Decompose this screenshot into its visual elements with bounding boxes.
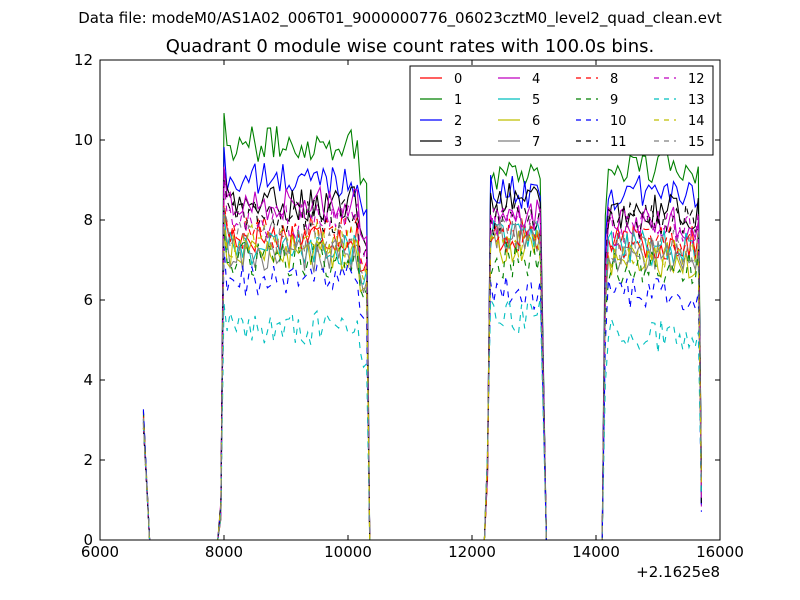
legend-label-5: 5 [532,93,540,108]
legend-label-2: 2 [454,114,462,129]
x-tick-label: 16000 [696,543,744,561]
series-line-1 [142,113,702,540]
series-lines [142,113,702,540]
legend-label-8: 8 [610,72,618,87]
legend-label-1: 1 [454,93,462,108]
y-tick-label: 0 [83,531,93,549]
series-line-12 [142,181,702,540]
y-tick-label: 12 [74,51,93,69]
y-tick-label: 4 [83,371,93,389]
x-tick-label: 14000 [572,543,620,561]
legend-label-6: 6 [532,114,540,129]
legend-label-11: 11 [610,135,627,150]
series-line-9 [142,228,702,540]
legend-label-9: 9 [610,93,618,108]
y-tick-label: 10 [74,131,93,149]
y-tick-label: 2 [83,451,93,469]
series-line-15 [142,207,702,540]
x-tick-label: 10000 [324,543,372,561]
x-tick-label: 8000 [205,543,243,561]
series-line-6 [142,226,702,540]
legend-label-13: 13 [688,93,705,108]
legend-label-4: 4 [532,72,540,87]
legend-label-12: 12 [688,72,705,87]
legend-label-3: 3 [454,135,462,150]
x-tick-label: 12000 [448,543,496,561]
legend-label-10: 10 [610,114,627,129]
data-file-suptitle: Data file: modeM0/AS1A02_006T01_90000007… [78,9,722,27]
legend-label-15: 15 [688,135,705,150]
x-tick-label: 6000 [81,543,119,561]
x-axis: 6000 8000 10000 12000 14000 16000 [81,60,744,561]
x-offset-label: +2.1625e8 [636,563,720,581]
legend-label-7: 7 [532,135,540,150]
series-line-7 [142,219,702,540]
legend-label-0: 0 [454,72,462,87]
series-line-2 [142,146,702,540]
series-line-3 [142,168,702,540]
series-line-13 [142,296,702,540]
series-line-4 [142,166,702,540]
legend-box [409,65,714,156]
legend-label-14: 14 [688,114,705,129]
series-line-8 [142,202,702,540]
y-tick-label: 6 [83,291,93,309]
series-line-10 [142,245,702,540]
y-tick-label: 8 [83,211,93,229]
chart-title: Quadrant 0 module wise count rates with … [165,36,655,57]
